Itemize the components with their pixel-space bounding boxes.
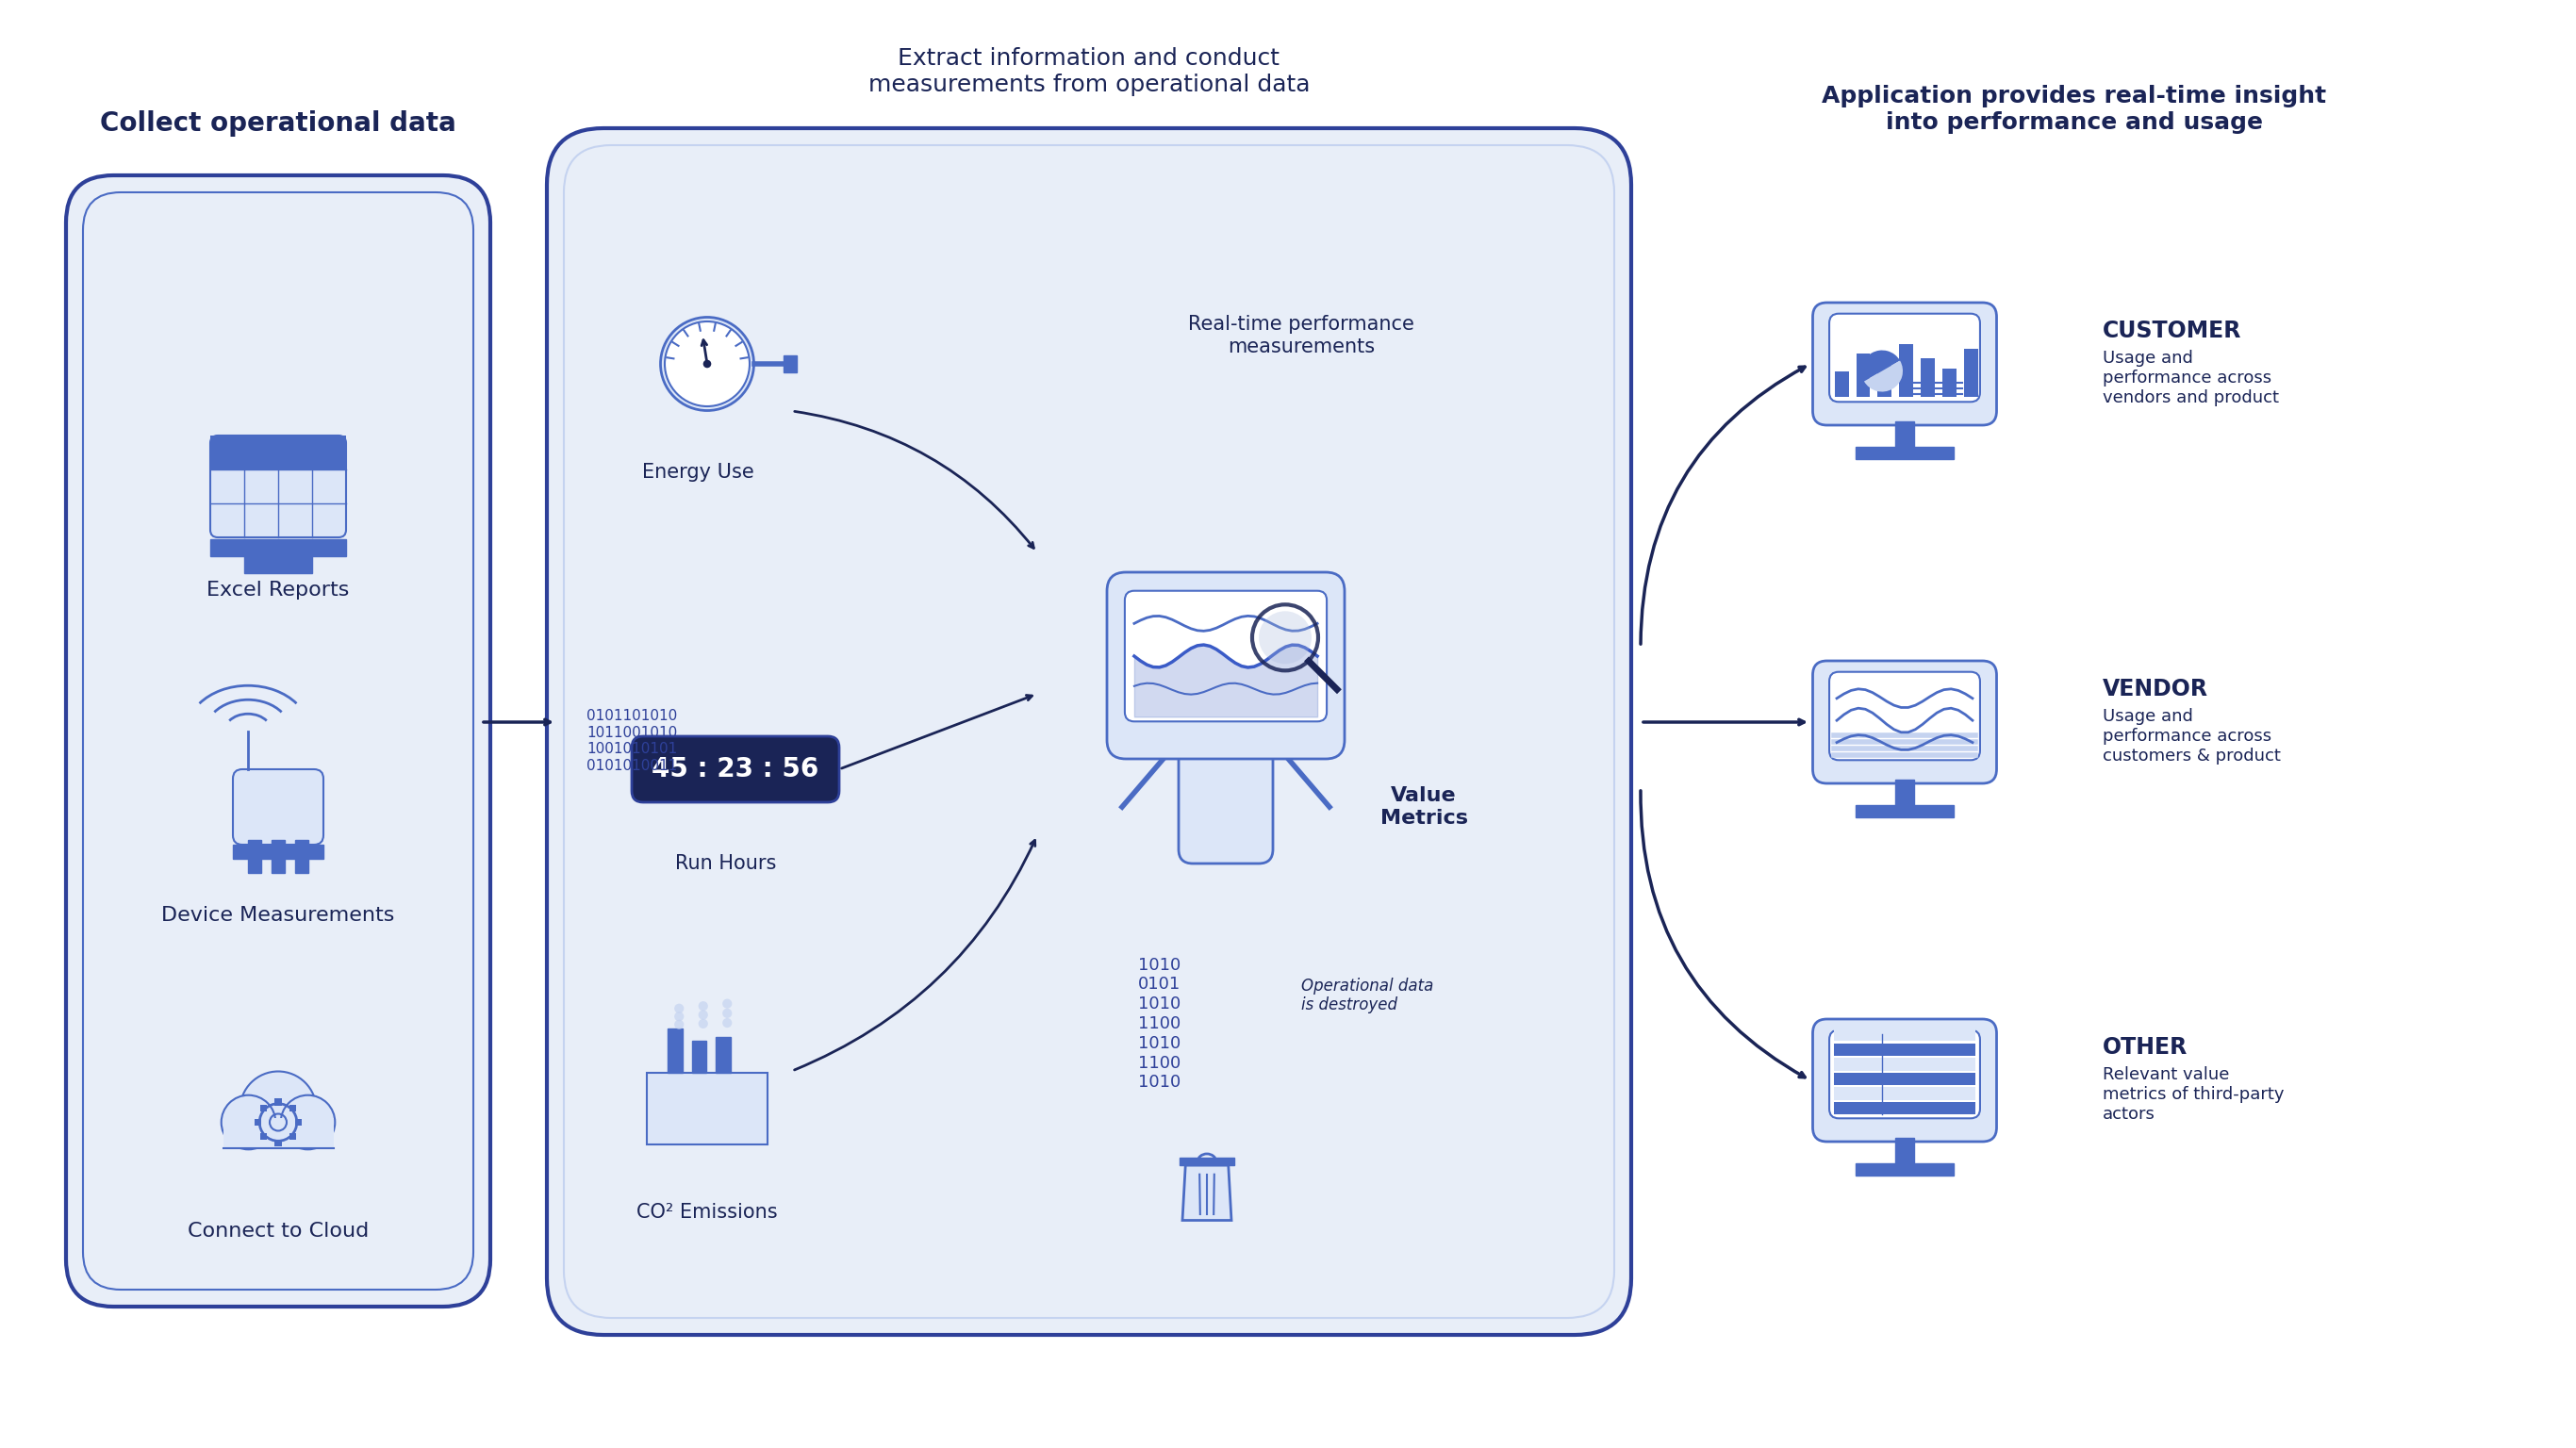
Wedge shape — [1865, 361, 1904, 392]
Bar — [247, 840, 260, 873]
Circle shape — [222, 1095, 276, 1150]
Circle shape — [698, 1011, 708, 1019]
Bar — [716, 1037, 732, 1073]
Bar — [1857, 353, 1870, 397]
FancyBboxPatch shape — [1814, 660, 1996, 783]
Bar — [1834, 371, 1850, 397]
Text: CUSTOMER: CUSTOMER — [2102, 320, 2241, 342]
Text: OTHER: OTHER — [2102, 1035, 2187, 1058]
Bar — [1273, 656, 1288, 704]
FancyBboxPatch shape — [1814, 303, 1996, 426]
FancyBboxPatch shape — [1108, 572, 1345, 759]
FancyBboxPatch shape — [546, 129, 1631, 1335]
Text: CO² Emissions: CO² Emissions — [636, 1203, 778, 1222]
Bar — [276, 1140, 281, 1145]
Text: Energy Use: Energy Use — [641, 463, 755, 482]
Text: Extract information and conduct
measurements from operational data: Extract information and conduct measurem… — [868, 48, 1311, 96]
FancyBboxPatch shape — [631, 736, 840, 802]
Text: Relevant value
metrics of third-party
actors: Relevant value metrics of third-party ac… — [2102, 1066, 2285, 1122]
Circle shape — [721, 1008, 732, 1018]
Bar — [296, 840, 309, 873]
Circle shape — [1260, 611, 1311, 665]
Circle shape — [721, 999, 732, 1008]
Bar — [1834, 1087, 1976, 1100]
Bar — [224, 1118, 332, 1148]
Circle shape — [703, 361, 711, 368]
Bar — [245, 555, 312, 573]
Bar — [211, 436, 345, 469]
Text: Usage and
performance across
vendors and product: Usage and performance across vendors and… — [2102, 350, 2280, 405]
Bar — [1855, 805, 1953, 818]
Circle shape — [675, 1012, 685, 1021]
Circle shape — [240, 1072, 317, 1148]
Text: Application provides real-time insight
into performance and usage: Application provides real-time insight i… — [1821, 85, 2326, 133]
Bar — [783, 355, 796, 372]
FancyBboxPatch shape — [1814, 1019, 1996, 1141]
Bar — [1922, 358, 1935, 397]
Bar — [260, 1134, 268, 1140]
Bar — [296, 1119, 301, 1125]
Text: Value
Metrics: Value Metrics — [1381, 786, 1468, 827]
Bar — [232, 844, 325, 859]
Bar — [1855, 447, 1953, 459]
Bar — [1896, 421, 1914, 456]
Bar — [1878, 365, 1891, 397]
FancyBboxPatch shape — [1829, 672, 1981, 760]
Circle shape — [675, 1003, 685, 1014]
Text: 45 : 23 : 56: 45 : 23 : 56 — [652, 756, 819, 782]
Text: Collect operational data: Collect operational data — [100, 110, 456, 136]
Bar — [1834, 1102, 1976, 1115]
Bar — [1164, 656, 1180, 704]
Text: Real-time performance
measurements: Real-time performance measurements — [1188, 316, 1414, 356]
Circle shape — [698, 1019, 708, 1028]
Text: Operational data
is destroyed: Operational data is destroyed — [1301, 977, 1435, 1014]
Bar — [1963, 349, 1978, 397]
Circle shape — [698, 1001, 708, 1011]
Bar — [255, 1119, 260, 1125]
Text: Excel Reports: Excel Reports — [206, 581, 350, 599]
Bar — [667, 1028, 683, 1073]
Circle shape — [721, 1018, 732, 1028]
FancyBboxPatch shape — [1126, 591, 1327, 721]
FancyBboxPatch shape — [211, 436, 345, 537]
Text: Connect to Cloud: Connect to Cloud — [188, 1222, 368, 1241]
Bar — [1855, 1164, 1953, 1176]
Bar — [1896, 1138, 1914, 1173]
Bar — [1180, 1158, 1234, 1166]
FancyBboxPatch shape — [1180, 723, 1273, 863]
FancyBboxPatch shape — [1829, 1030, 1981, 1118]
Text: Device Measurements: Device Measurements — [162, 906, 394, 925]
Bar — [211, 539, 345, 556]
Bar — [289, 1134, 296, 1140]
Bar — [1834, 1073, 1976, 1085]
Bar — [1834, 1058, 1976, 1070]
FancyBboxPatch shape — [67, 175, 489, 1306]
Circle shape — [675, 1019, 685, 1030]
Circle shape — [659, 317, 755, 411]
Bar — [276, 1099, 281, 1105]
Bar — [1896, 779, 1914, 814]
Bar — [1899, 345, 1914, 397]
Bar — [1834, 1028, 1976, 1041]
Text: VENDOR: VENDOR — [2102, 678, 2208, 701]
Bar — [1942, 368, 1955, 397]
Bar — [693, 1041, 706, 1073]
Bar — [270, 840, 286, 873]
Wedge shape — [1862, 350, 1901, 381]
FancyBboxPatch shape — [1829, 314, 1981, 403]
Text: 0101101010
1011001010
1001010101
0101010011: 0101101010 1011001010 1001010101 0101010… — [587, 710, 677, 773]
Bar — [1154, 610, 1175, 647]
Text: Usage and
performance across
customers & product: Usage and performance across customers &… — [2102, 708, 2280, 765]
FancyBboxPatch shape — [232, 769, 325, 844]
Polygon shape — [1182, 1166, 1231, 1221]
Circle shape — [665, 321, 750, 407]
Bar — [260, 1105, 268, 1111]
Text: Run Hours: Run Hours — [675, 854, 775, 873]
Bar — [1834, 1043, 1976, 1056]
Bar — [647, 1073, 768, 1145]
Bar — [289, 1105, 296, 1111]
Circle shape — [281, 1095, 335, 1150]
Text: 1010
0101
1010
1100
1010
1100
1010: 1010 0101 1010 1100 1010 1100 1010 — [1139, 957, 1182, 1092]
Bar — [1283, 610, 1301, 647]
